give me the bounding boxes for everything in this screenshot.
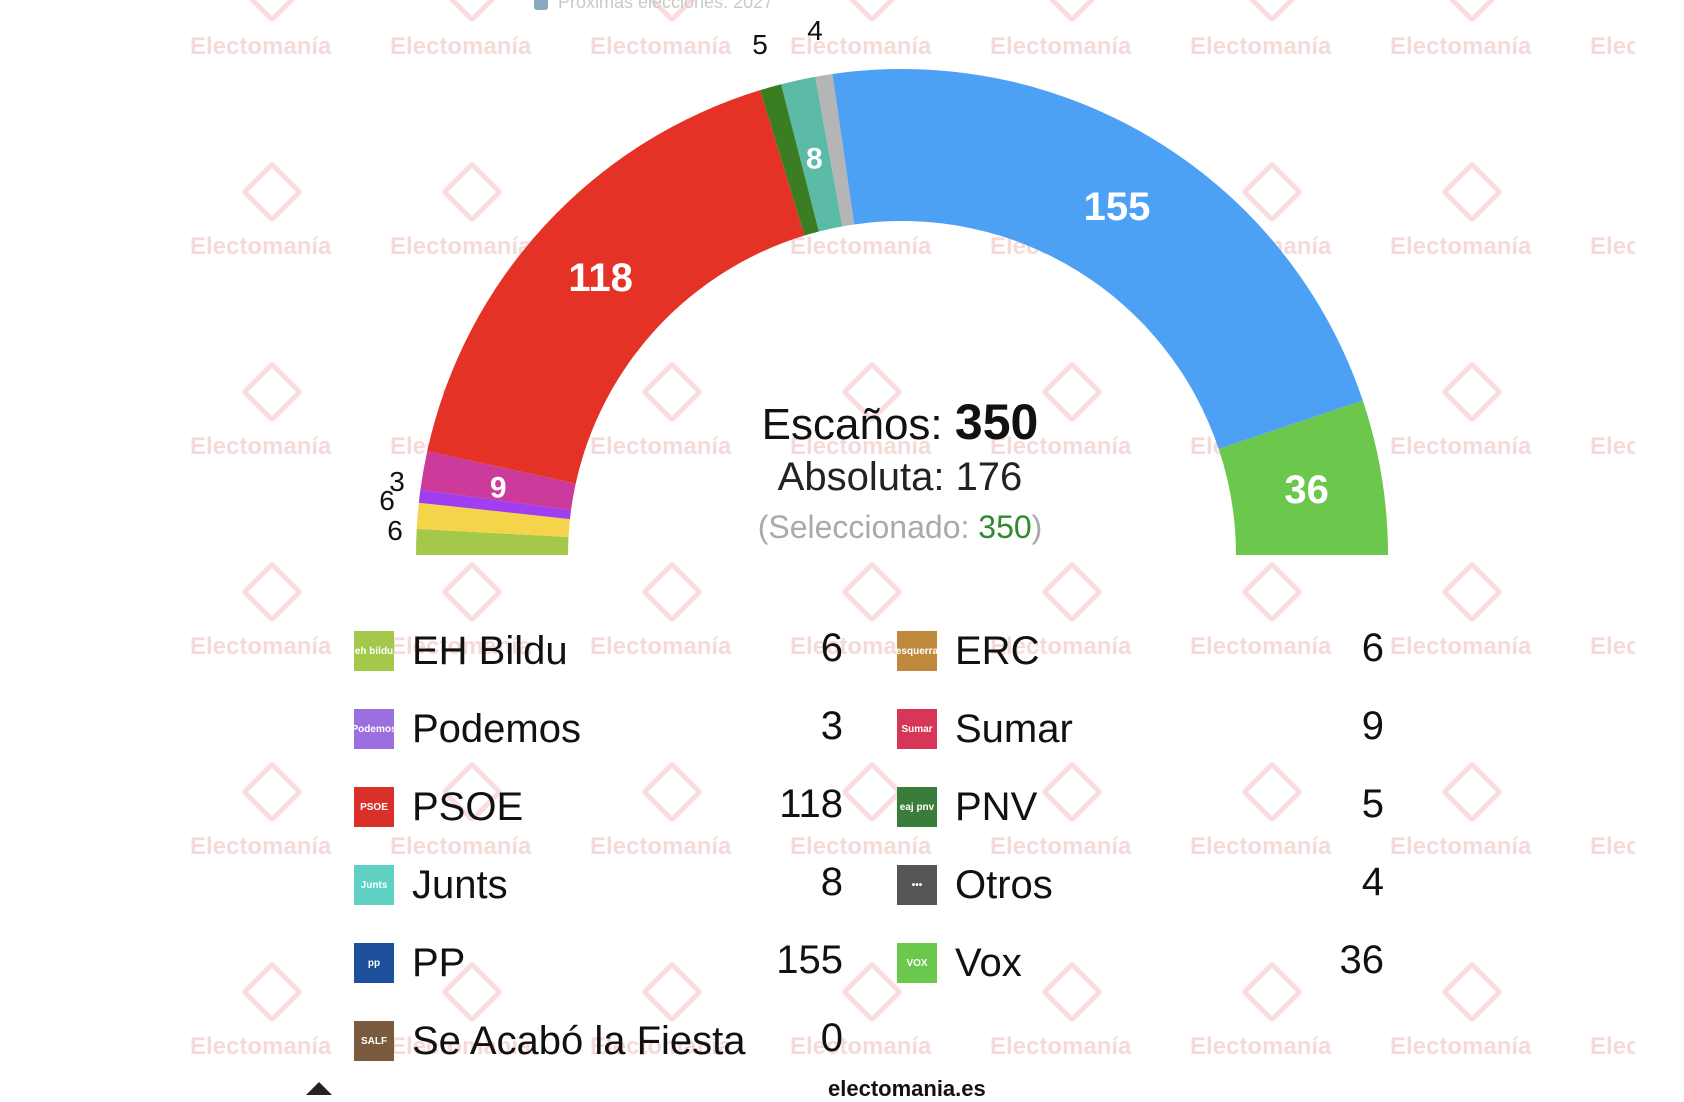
legend-party-seats: 3 (820, 704, 843, 748)
seat-label-eh-bildu: 6 (387, 515, 403, 546)
legend-party-name: PNV (955, 784, 1038, 829)
scroll-up-icon[interactable] (306, 1082, 332, 1095)
seat-label-junts: 8 (806, 142, 823, 175)
party-logo-icon: SALF (354, 1021, 394, 1061)
selected-prefix: (Seleccionado: (757, 509, 979, 545)
seat-label-sumar: 9 (490, 472, 507, 505)
legend-party-name: Sumar (955, 706, 1073, 751)
party-logo-icon: Junts (354, 865, 394, 905)
seat-label-psoe: 118 (568, 256, 633, 300)
seats-summary: Escaños: 350 Absoluta: 176 (Seleccionado… (700, 396, 1100, 551)
legend-item-psoe[interactable]: PSOE PSOE (354, 777, 523, 837)
seat-label-erc: 6 (379, 485, 395, 516)
legend-party-seats: 6 (1361, 626, 1384, 670)
party-logo-icon: PSOE (354, 787, 394, 827)
legend-item-otros[interactable]: ••• Otros (897, 855, 1053, 915)
seat-label-podemos: 3 (389, 466, 405, 497)
selected-suffix: ) (1031, 509, 1043, 545)
ballot-icon (534, 0, 548, 11)
legend-item-vox[interactable]: VOX Vox (897, 933, 1022, 993)
legend-party-seats: 118 (779, 782, 843, 826)
legend-party-seats: 5 (1361, 782, 1384, 826)
legend-item-podemos[interactable]: Podemos Podemos (354, 699, 581, 759)
legend-party-name: Otros (955, 862, 1053, 907)
legend-item-se-acabó-la-fiesta[interactable]: SALF Se Acabó la Fiesta (354, 1011, 746, 1071)
seats-total: 350 (954, 394, 1039, 450)
party-logo-icon: ••• (897, 865, 937, 905)
legend-item-pp[interactable]: pp PP (354, 933, 465, 993)
party-logo-icon: pp (354, 943, 394, 983)
seat-arc-psoe[interactable] (427, 90, 805, 484)
party-logo-icon: Sumar (897, 709, 937, 749)
footer-site[interactable]: electomania.es (828, 1076, 986, 1101)
seat-label-pnv: 5 (752, 29, 768, 60)
legend-party-name: PSOE (412, 784, 524, 829)
legend-party-name: ERC (955, 628, 1040, 673)
seat-label-pp: 155 (1084, 185, 1151, 229)
legend-party-name: EH Bildu (412, 628, 568, 673)
next-elections-header: Próximas elecciones: 2027 (534, 0, 773, 13)
legend-party-seats: 9 (1361, 704, 1384, 748)
party-logo-icon: VOX (897, 943, 937, 983)
absolute-majority: Absoluta: 176 (777, 455, 1023, 499)
seat-arc-junts[interactable] (781, 76, 843, 232)
party-logo-icon: Podemos (354, 709, 394, 749)
legend-item-erc[interactable]: esquerra ERC (897, 621, 1039, 681)
party-logo-icon: eaj pnv (897, 787, 937, 827)
legend-party-seats: 4 (1361, 860, 1384, 904)
seat-arc-erc[interactable] (416, 502, 570, 538)
seat-label-otros: 4 (807, 15, 823, 46)
selected-seats: (Seleccionado: 350) (700, 503, 1100, 551)
legend-party-seats: 155 (776, 938, 843, 982)
legend-party-seats: 36 (1339, 938, 1385, 982)
party-logo-icon: eh bildu (354, 631, 394, 671)
seat-arc-otros[interactable] (815, 74, 855, 227)
legend-party-name: Se Acabó la Fiesta (412, 1018, 746, 1063)
legend-party-seats: 0 (820, 1016, 843, 1060)
seats-label: Escaños: (761, 400, 955, 449)
legend-party-name: PP (412, 940, 466, 985)
legend-item-pnv[interactable]: eaj pnv PNV (897, 777, 1037, 837)
legend-party-name: Podemos (412, 706, 581, 751)
legend-party-seats: 8 (820, 860, 843, 904)
legend-party-name: Vox (955, 940, 1022, 985)
selected-value: 350 (978, 509, 1032, 545)
seat-label-vox: 36 (1284, 468, 1329, 512)
next-elections-text: Próximas elecciones: 2027 (558, 0, 774, 12)
seat-arc-podemos[interactable] (418, 489, 572, 520)
seat-arc-pp[interactable] (832, 69, 1363, 449)
legend-party-name: Junts (412, 862, 508, 907)
party-logo-icon: esquerra (897, 631, 937, 671)
legend-item-eh-bildu[interactable]: eh bildu EH Bildu (354, 621, 568, 681)
legend-item-sumar[interactable]: Sumar Sumar (897, 699, 1073, 759)
total-seats-line: Escaños: 350 (700, 396, 1100, 451)
seat-arc-pnv[interactable] (760, 84, 819, 236)
seat-arc-sumar[interactable] (420, 451, 576, 511)
legend-party-seats: 6 (820, 626, 843, 670)
seat-arc-vox[interactable] (1218, 400, 1388, 555)
seat-arc-eh-bildu[interactable] (416, 528, 569, 555)
legend-item-junts[interactable]: Junts Junts (354, 855, 508, 915)
